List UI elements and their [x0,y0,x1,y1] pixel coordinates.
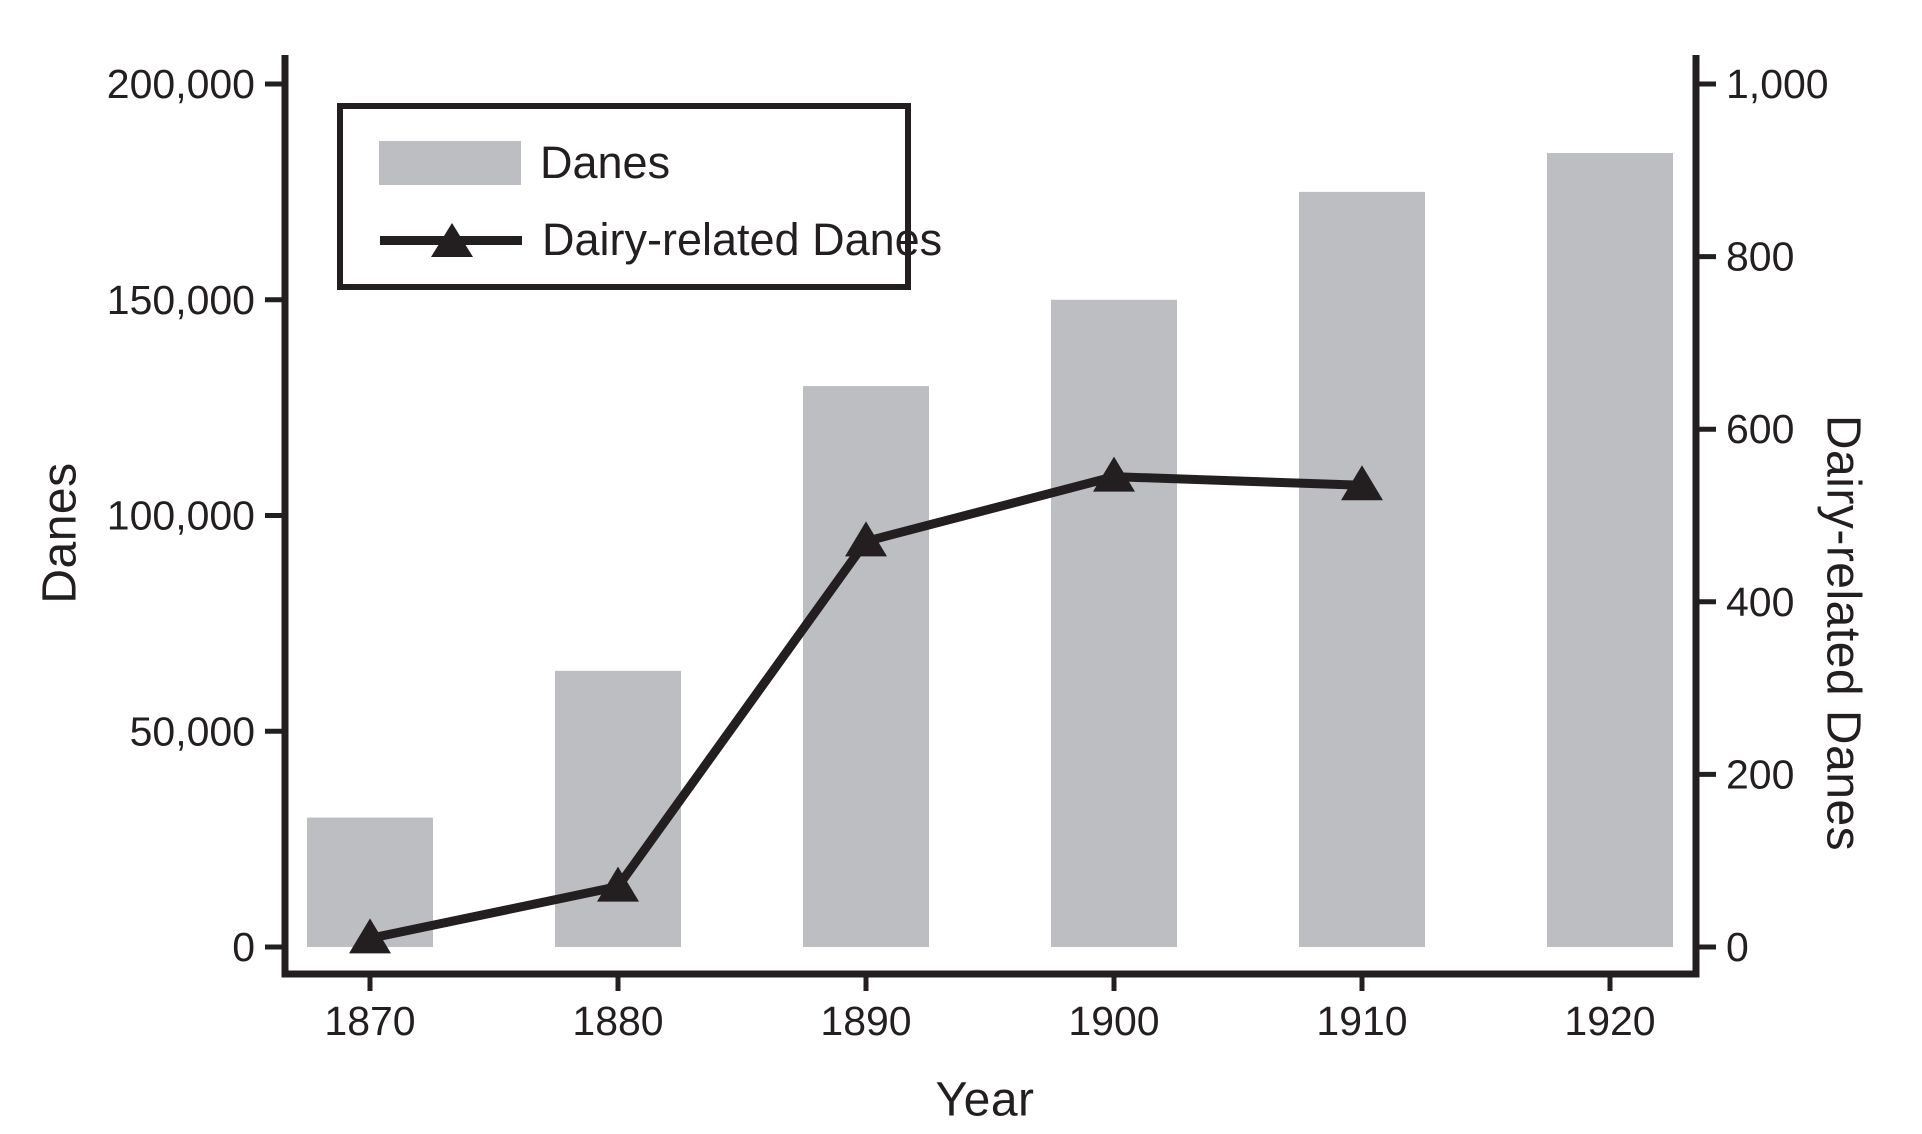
y-tick-label-left: 100,000 [107,493,255,539]
x-tick-label: 1910 [1316,998,1407,1044]
bar-1880 [555,670,681,947]
y-tick-label-right: 600 [1726,406,1794,452]
x-tick-label: 1900 [1068,998,1159,1044]
legend-item-label-dairy: Dairy-related Danes [542,214,943,265]
y-tick-label-left: 200,000 [107,61,255,107]
data-marker-triangle [597,866,639,902]
x-tick-label: 1880 [572,998,663,1044]
y-tick-label-right: 1,000 [1726,61,1829,107]
y-tick-label-right: 800 [1726,234,1794,280]
y-tick-label-left: 50,000 [130,708,255,754]
bar-1920 [1547,153,1673,948]
data-marker-triangle [1341,465,1383,501]
x-tick-label: 1890 [820,998,911,1044]
legend-bar-swatch [379,141,521,185]
legend-triangle-marker-icon [431,223,473,257]
legend: Danes Dairy-related Danes [337,103,942,290]
data-marker-triangle [845,521,887,557]
y-tick-label-right: 200 [1726,751,1794,797]
x-tick-label: 1870 [324,998,415,1044]
bar-1900 [1051,299,1177,947]
x-axis-title: Year [935,1073,1035,1127]
data-marker-triangle [1093,456,1135,492]
bar-1910 [1299,191,1425,947]
data-marker-triangle [349,918,391,954]
legend-item-label-danes: Danes [540,137,671,188]
y-tick-label-left: 0 [232,924,255,970]
y-tick-label-right: 400 [1726,579,1794,625]
y-tick-label-right: 0 [1726,924,1749,970]
y-tick-label-left: 150,000 [107,277,255,323]
x-tick-label: 1920 [1564,998,1655,1044]
y-axis-right-title: Dairy-related Danes [1816,414,1870,852]
y-axis-left-title: Danes [33,462,87,604]
bar-1890 [803,386,929,947]
